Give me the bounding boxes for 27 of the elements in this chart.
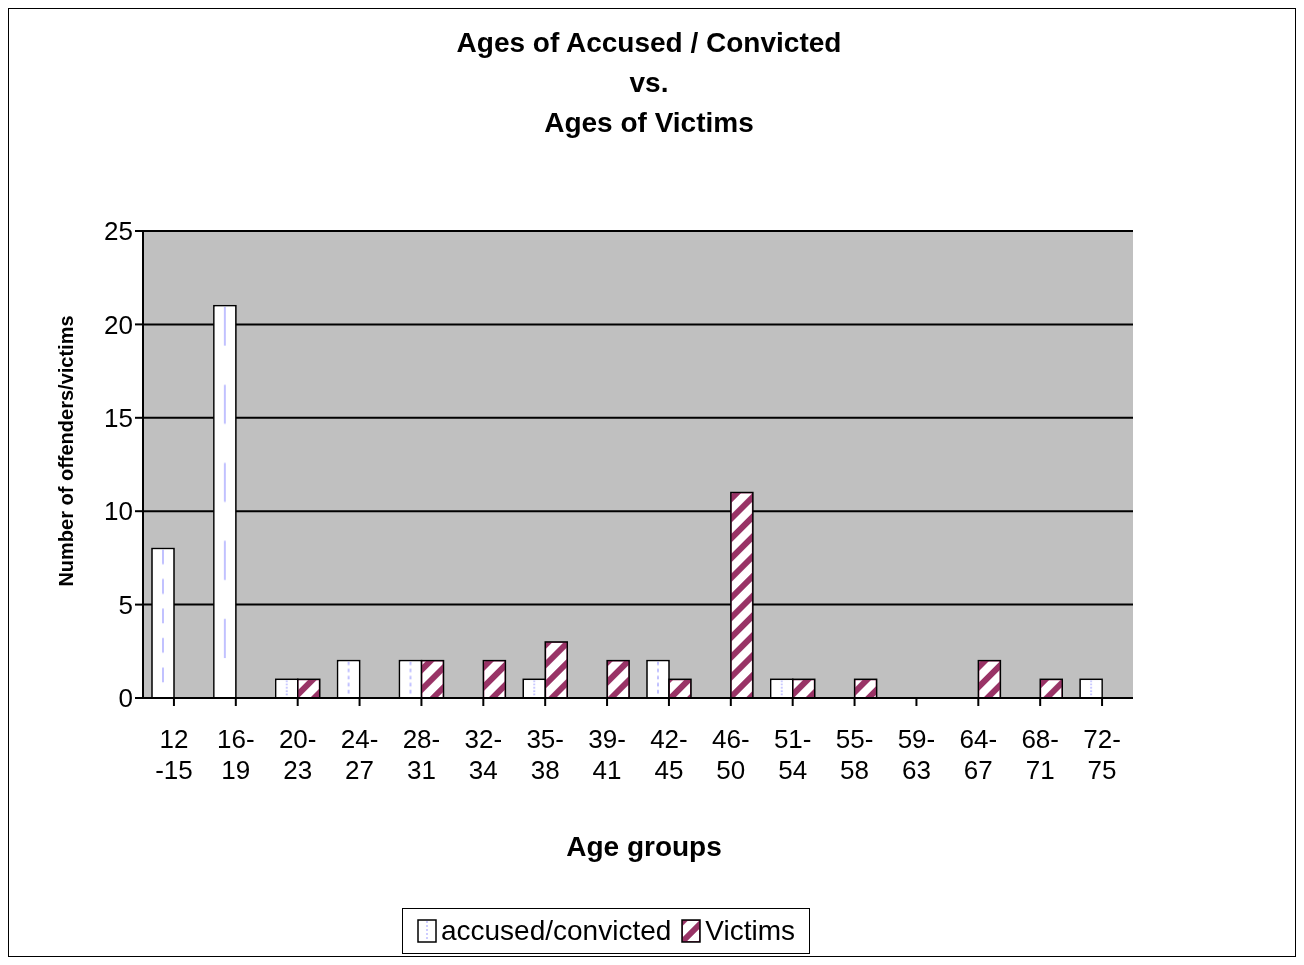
x-tick-label: 42-45 <box>650 724 688 785</box>
chart-title: Ages of Accused / Convicted vs. Ages of Victims <box>455 26 843 140</box>
x-tick-label: 20-23 <box>278 724 317 785</box>
x-tick-label: 72-75 <box>1083 724 1121 785</box>
x-tick-label: 32-34 <box>464 724 503 785</box>
y-tick-label: 15 <box>104 403 133 434</box>
y-tick-label: 25 <box>104 216 133 247</box>
x-tick-label: 24-27 <box>340 724 379 785</box>
y-tick-label: 5 <box>118 589 133 620</box>
x-tick-label: 16-19 <box>217 724 255 785</box>
legend-label: accused/convicted <box>439 915 672 947</box>
x-tick-label: 51-54 <box>773 724 812 785</box>
x-tick-label: 12 -15 <box>155 724 193 785</box>
y-tick-label: 0 <box>118 683 133 714</box>
x-tick-label: 68-71 <box>1021 724 1059 785</box>
x-tick-label: 46-50 <box>712 724 750 785</box>
x-axis-title: Age groups <box>565 831 723 863</box>
x-tick-label: 55-58 <box>835 724 874 785</box>
y-axis-title: Number of offenders/victims <box>54 314 78 589</box>
x-tick-label: 35-38 <box>526 724 564 785</box>
legend-label: Victims <box>704 915 796 947</box>
y-tick-label: 10 <box>104 496 133 527</box>
x-tick-label: 39-41 <box>588 724 626 785</box>
x-tick-label: 28-31 <box>402 724 441 785</box>
x-tick-label: 59-63 <box>897 724 936 785</box>
y-tick-label: 20 <box>104 309 133 340</box>
x-tick-label: 64-67 <box>959 724 998 785</box>
